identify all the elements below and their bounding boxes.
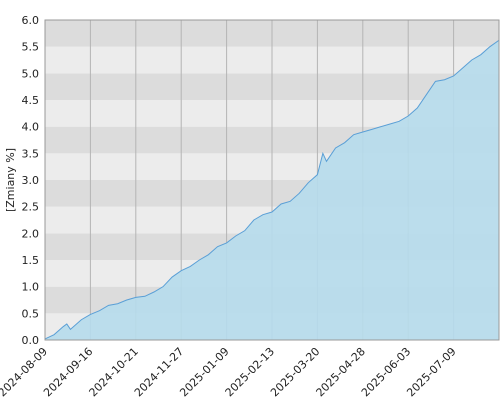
y-tick-label: 5.0 (22, 67, 40, 80)
y-tick-label: 0.5 (22, 307, 40, 320)
y-tick-label: 5.5 (22, 41, 40, 54)
area (45, 40, 499, 341)
y-tick-label: 6.0 (22, 14, 40, 27)
y-tick-label: 0.0 (22, 334, 40, 347)
line (44, 39, 500, 340)
x-tick-label: 2025-07-09 (404, 345, 458, 399)
y-tick-label: 4.0 (22, 121, 40, 134)
y-axis-label: [Zmiany %] (4, 148, 17, 212)
y-tick-label: 4.5 (22, 94, 40, 107)
y-tick-label: 2.5 (22, 201, 40, 214)
y-tick-label: 3.0 (22, 174, 40, 187)
y-tick-label: 1.5 (22, 254, 40, 267)
y-tick-label: 2.0 (22, 227, 40, 240)
plot-frame (44, 19, 500, 341)
y-tick-label: 1.0 (22, 281, 40, 294)
y-tick-label: 3.5 (22, 147, 40, 160)
